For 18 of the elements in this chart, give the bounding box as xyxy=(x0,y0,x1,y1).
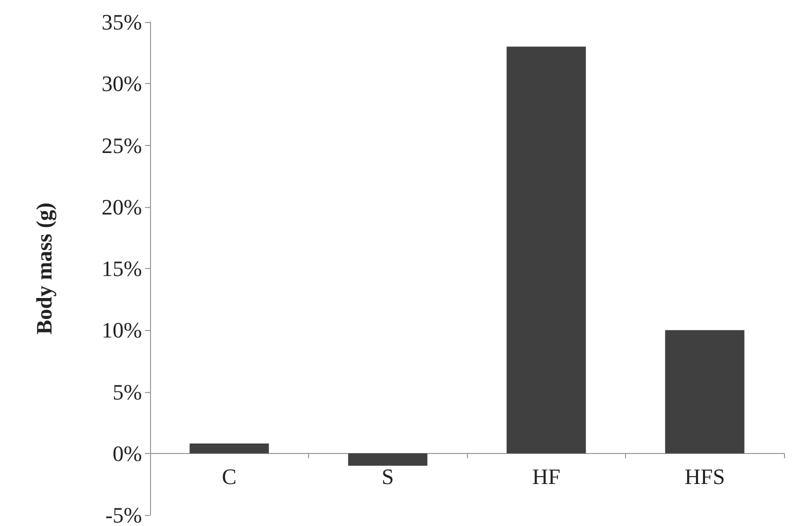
bar xyxy=(665,330,744,454)
y-tick-label: 30% xyxy=(102,71,142,96)
bar xyxy=(506,46,586,454)
y-tick-label: 5% xyxy=(112,379,142,404)
x-tick-label: HFS xyxy=(684,464,725,489)
x-tick-label: S xyxy=(382,464,394,489)
bar xyxy=(190,444,269,454)
y-axis-title: Body mass (g) xyxy=(32,202,56,335)
y-tick-label: 20% xyxy=(102,194,142,220)
x-tick-label: HF xyxy=(532,464,560,489)
y-tick-label: 0% xyxy=(112,440,142,466)
y-tick-label: -5% xyxy=(105,502,142,526)
x-tick-label: C xyxy=(222,464,237,489)
bar xyxy=(348,453,428,466)
y-tick-label: 25% xyxy=(102,132,142,158)
y-tick-label: 15% xyxy=(102,256,142,281)
y-tick-label: 10% xyxy=(102,318,142,343)
y-tick-label: 35% xyxy=(102,10,142,34)
